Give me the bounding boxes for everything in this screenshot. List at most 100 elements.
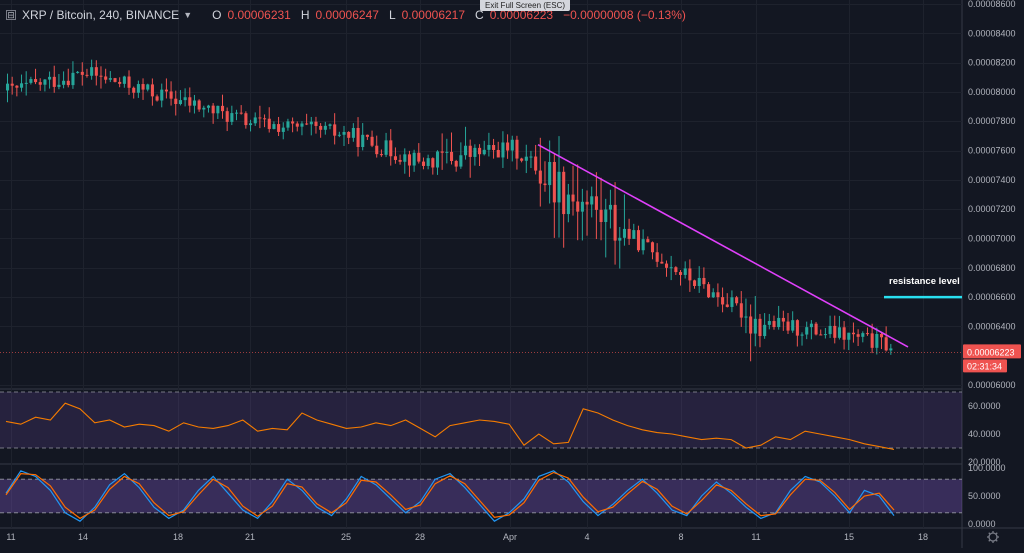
settings-gear-tooth [988, 532, 991, 535]
candle-body [646, 239, 650, 243]
candle-body [702, 277, 706, 285]
time-tick-label: 8 [678, 532, 683, 542]
candle-body [879, 333, 884, 338]
symbol-legend[interactable]: ⊟ XRP / Bitcoin, 240, BINANCE ▼ O 0.0000… [6, 7, 690, 23]
candle-body [683, 268, 687, 275]
candle-body [753, 318, 757, 334]
candle-body [62, 80, 66, 85]
candle-body [80, 71, 84, 75]
candle-body [468, 145, 472, 157]
candle-body [169, 91, 173, 99]
candle-body [342, 131, 346, 135]
exit-full-screen-button[interactable]: Exit Full Screen (ESC) [480, 0, 571, 11]
candle-body [875, 333, 879, 348]
candle-body [118, 81, 122, 84]
price-tick-label: 0.00007400 [968, 175, 1016, 185]
candle-body [38, 82, 42, 85]
candle-body [220, 105, 225, 112]
candle-body [791, 320, 795, 331]
candle-body [244, 113, 248, 126]
candle-body [851, 332, 856, 335]
price-tick-label: 0.00006000 [968, 380, 1016, 390]
candle-body [76, 71, 80, 73]
candle-body [534, 156, 538, 171]
candle-body [510, 139, 514, 151]
candle-body [828, 325, 832, 335]
candle-body [412, 152, 416, 166]
candle-body [202, 107, 206, 110]
candle-body [730, 297, 734, 307]
candle-body [562, 171, 566, 215]
collapse-legend-icon[interactable]: ⊟ [6, 10, 16, 20]
settings-gear-tooth [988, 539, 991, 542]
candle-body [669, 267, 673, 269]
candle-body [286, 121, 290, 128]
candle-body [889, 348, 893, 351]
candle-body [267, 118, 271, 129]
candle-body [781, 317, 785, 322]
price-tick-label: 0.00008200 [968, 58, 1016, 68]
candle-body [604, 209, 608, 222]
candle-body [548, 161, 552, 186]
candle-body [379, 154, 383, 156]
current-price-label: 0.00006223 [967, 347, 1015, 357]
stoch-d-line [5, 471, 895, 520]
candle-body [435, 151, 440, 168]
symbol-title[interactable]: XRP / Bitcoin, 240, BINANCE [22, 8, 180, 22]
candle-body [711, 292, 715, 298]
candle-body [464, 145, 468, 156]
candle-body [515, 139, 519, 159]
candle-body [865, 333, 870, 335]
candle-body [814, 323, 818, 335]
candle-body [6, 83, 10, 91]
low-label: L [388, 8, 396, 22]
candle-body [763, 324, 767, 337]
candle-body [590, 196, 594, 205]
open-label: O [212, 8, 222, 22]
candle-body [188, 97, 192, 106]
candle-body [272, 124, 276, 129]
candle-body [767, 321, 771, 325]
time-tick-label: 21 [245, 532, 255, 542]
candle-body [150, 84, 154, 97]
time-tick-label: 28 [415, 532, 425, 542]
candle-body [337, 134, 341, 136]
candle-body [594, 196, 598, 210]
candle-body [174, 98, 178, 105]
candle-body [538, 170, 542, 184]
candle-body [697, 277, 701, 286]
time-tick-label: 11 [6, 532, 15, 542]
chevron-down-icon[interactable]: ▼ [183, 10, 193, 20]
candle-body [431, 158, 435, 168]
candle-body [664, 263, 669, 268]
candle-body [361, 134, 365, 148]
close-value: 0.00006223 [489, 8, 554, 22]
candle-body [43, 79, 47, 85]
candle-body [132, 87, 136, 93]
candle-body [725, 304, 729, 307]
candle-body [506, 142, 510, 151]
candle-body [566, 194, 570, 215]
candle-body [440, 151, 444, 153]
candle-body [450, 151, 454, 161]
drawing-tools[interactable]: resistance level [537, 143, 962, 348]
candle-body [856, 334, 860, 337]
candle-body [870, 333, 874, 348]
price-tick-label: 0.00007600 [968, 146, 1016, 156]
candle-body [281, 127, 285, 132]
candle-body [454, 160, 458, 167]
candle-body [127, 76, 131, 88]
candle-body [183, 97, 187, 101]
candle-body [403, 154, 407, 162]
candle-body [216, 105, 220, 114]
price-tick-label: 0.00008400 [968, 28, 1016, 38]
stoch-tick-label: 0.0000 [968, 519, 996, 529]
stoch-k-line [5, 470, 895, 522]
candle-body [819, 334, 823, 336]
candle-body [795, 320, 799, 336]
candle-body [823, 334, 827, 336]
candle-body [66, 80, 70, 86]
close-label: C [475, 8, 484, 22]
